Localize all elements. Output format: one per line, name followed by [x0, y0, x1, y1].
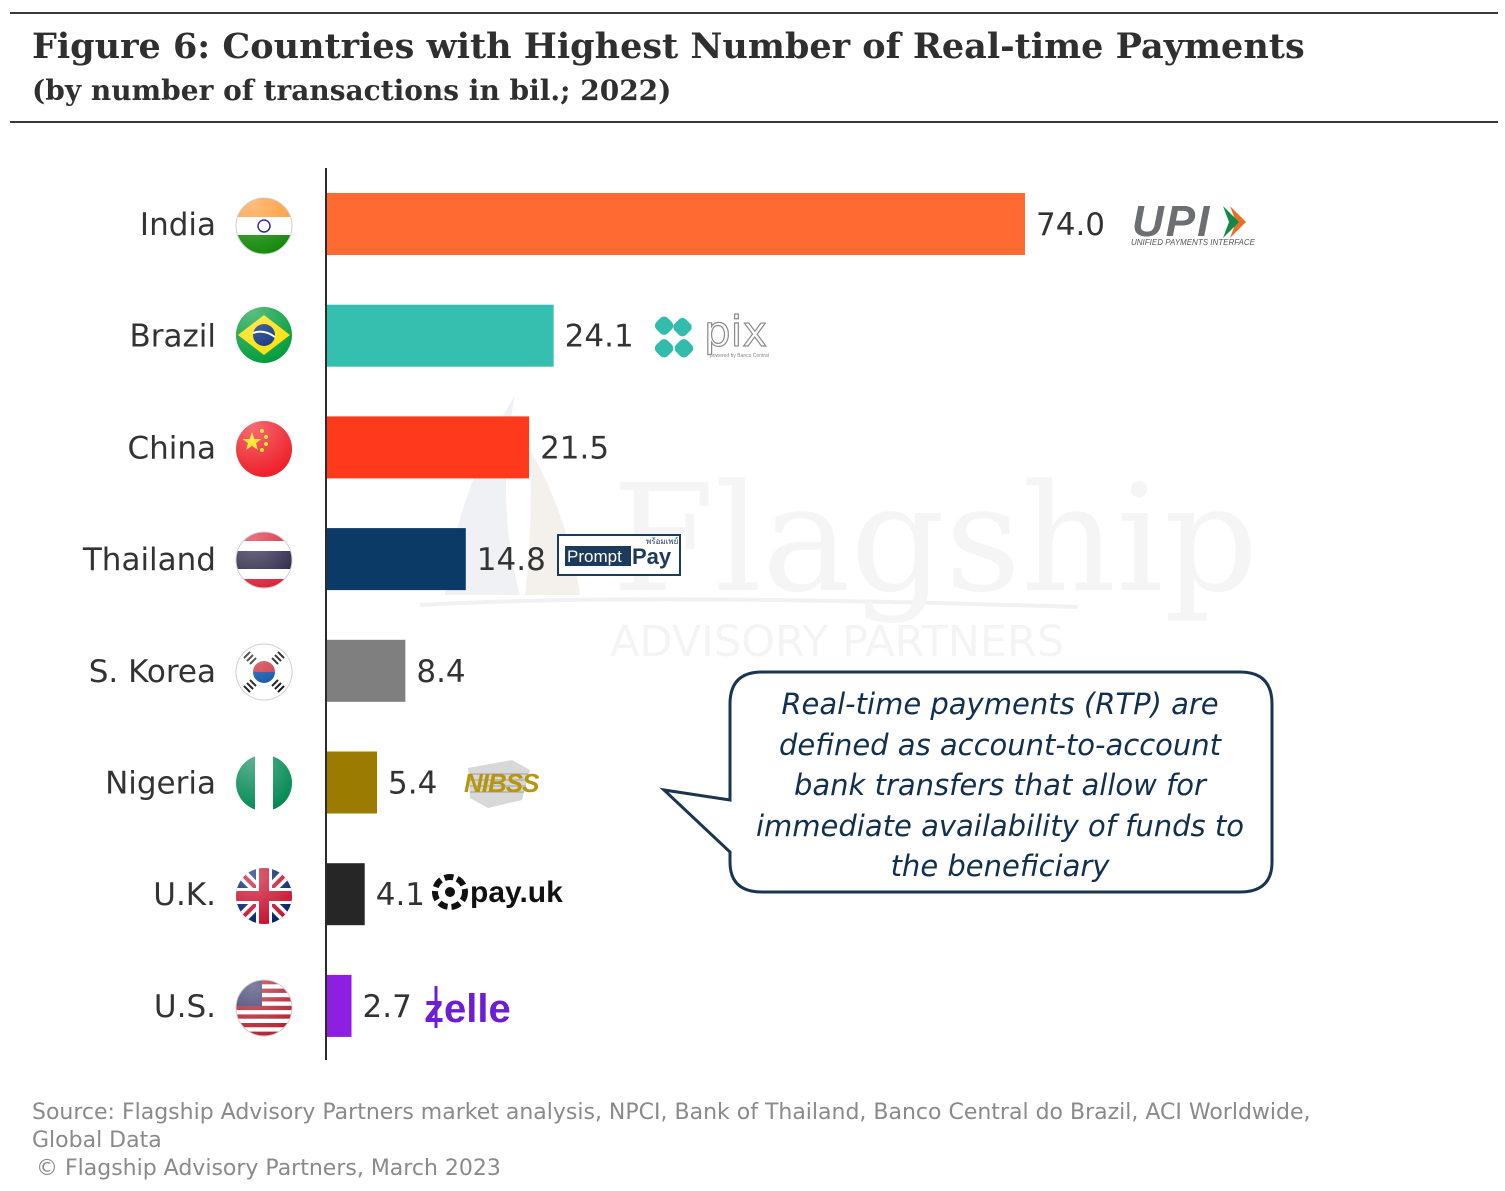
pix-logo-text: pix [704, 307, 767, 356]
source-line1: Source: Flagship Advisory Partners marke… [32, 1100, 1311, 1125]
payuk-logo-text: pay.uk [470, 876, 563, 909]
source-line2: Global Data [32, 1128, 162, 1153]
value-label: 8.4 [416, 654, 465, 690]
zelle-logo: zelle [424, 986, 511, 1031]
category-label: Brazil [129, 319, 216, 355]
bar-india [326, 193, 1025, 255]
nigeria-flag-icon [236, 755, 292, 811]
uk-flag-icon [236, 868, 292, 924]
bar-china [326, 416, 530, 479]
value-label: 21.5 [540, 430, 609, 466]
value-label: 74.0 [1036, 207, 1105, 243]
promptpay-logo-text-a: Prompt [567, 547, 622, 566]
chart-title: Figure 6: Countries with Highest Number … [32, 26, 1305, 67]
bar-u-s [326, 974, 352, 1037]
category-label: India [140, 207, 216, 243]
value-label: 2.7 [363, 989, 412, 1025]
category-label: Thailand [82, 542, 216, 578]
south-korea-flag-icon [235, 643, 293, 701]
category-label: U.K. [153, 877, 216, 913]
china-flag-icon [236, 421, 292, 477]
promptpay-logo-text-b: Pay [632, 544, 672, 569]
copyright: © Flagship Advisory Partners, March 2023 [36, 1156, 501, 1181]
bar-brazil [326, 304, 554, 367]
bar-u-k [326, 863, 365, 926]
top-rule [10, 12, 1498, 14]
bars-group: 74.0 24.1 21.5 14.8 8.4 5.4 4.1 2.7 [326, 193, 1105, 1037]
category-label: China [127, 430, 216, 466]
brazil-flag-icon [236, 307, 292, 363]
value-label: 5.4 [388, 766, 437, 802]
value-label: 24.1 [565, 319, 634, 355]
upi-logo: UPI UNIFIED PAYMENTS INTERFACE [1131, 197, 1256, 247]
upi-logo-subtext: UNIFIED PAYMENTS INTERFACE [1131, 238, 1256, 247]
nibss-logo: NIBSS [464, 760, 541, 808]
category-label: S. Korea [89, 654, 216, 690]
bar-nigeria [326, 751, 378, 814]
pix-logo-subtext: powered by Banco Central [710, 353, 769, 359]
header-rule [10, 121, 1498, 123]
upi-logo-text: UPI [1132, 197, 1211, 246]
zelle-logo-text: zelle [424, 987, 511, 1031]
bar-s-korea [326, 639, 406, 702]
payuk-logo: pay.uk [432, 874, 563, 910]
us-flag-icon [235, 979, 293, 1037]
bar-thailand [326, 528, 466, 591]
chart-subtitle: (by number of transactions in bil.; 2022… [32, 74, 672, 107]
india-flag-icon [235, 197, 293, 255]
watermark-line1: Flagship [612, 453, 1258, 625]
nibss-logo-text: NIBSS [464, 768, 540, 798]
category-labels: India Brazil China Thailand S. Korea Nigeria U… [82, 207, 216, 1025]
promptpay-logo: Prompt Pay พร้อมเพย์ [557, 534, 681, 576]
value-label: 4.1 [376, 877, 425, 913]
watermark: Flagship ADVISORY PARTNERS [419, 395, 1258, 667]
thailand-flag-icon [235, 531, 293, 589]
category-label: Nigeria [105, 766, 216, 802]
watermark-line2: ADVISORY PARTNERS [610, 617, 1064, 667]
value-label: 14.8 [477, 542, 546, 578]
pix-logo: pix powered by Banco Central [654, 306, 769, 359]
promptpay-logo-subtext: พร้อมเพย์ [646, 536, 678, 546]
callout-text: Real-time payments (RTP) are defined as … [756, 687, 1244, 883]
category-label: U.S. [154, 989, 216, 1025]
callout-bubble [659, 670, 1274, 894]
